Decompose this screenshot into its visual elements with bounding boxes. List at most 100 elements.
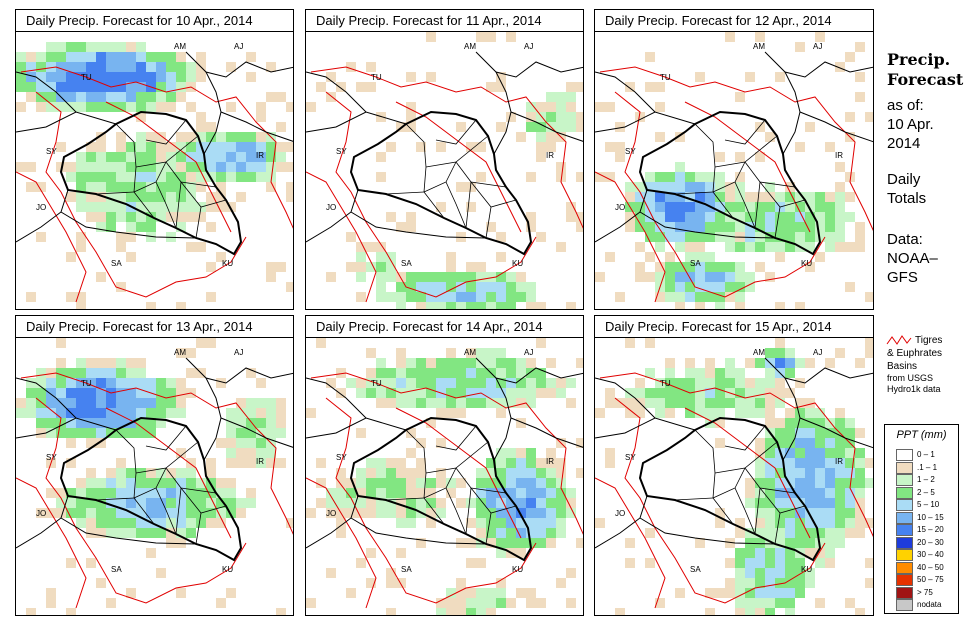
precip-cell (526, 378, 536, 388)
precip-cell (506, 398, 516, 408)
precip-cell (216, 142, 226, 152)
precip-cell (725, 282, 735, 292)
precip-cell (735, 558, 745, 568)
precip-cell (635, 212, 645, 222)
precip-cell (126, 358, 136, 368)
precip-cell (206, 162, 216, 172)
precip-cell (186, 152, 196, 162)
precip-cell (146, 428, 156, 438)
precip-cell (546, 388, 556, 398)
precip-cell (526, 528, 536, 538)
precip-cell (795, 302, 805, 309)
precip-cell (685, 272, 695, 282)
precip-cell (76, 92, 86, 102)
precip-cell (755, 202, 765, 212)
precip-cell (855, 242, 865, 252)
country-label: SA (111, 565, 122, 574)
province-border (734, 181, 756, 229)
precip-cell (506, 378, 516, 388)
precip-cell (36, 92, 46, 102)
precip-cell (685, 358, 695, 368)
precip-cell (835, 528, 845, 538)
precip-cell (146, 182, 156, 192)
precip-cell (855, 468, 865, 478)
precip-cell (625, 192, 635, 202)
precip-cell (516, 378, 526, 388)
ppt-legend-label: 15 – 20 (917, 525, 944, 534)
precip-cell (206, 488, 216, 498)
precip-cell (86, 358, 96, 368)
precip-cell (216, 508, 226, 518)
precip-cell (76, 368, 86, 378)
province-border (724, 425, 766, 451)
precip-cell (306, 102, 316, 112)
precip-cell (276, 398, 286, 408)
precip-cell (26, 608, 36, 615)
precip-cell (755, 448, 765, 458)
precip-cell (825, 142, 835, 152)
precip-cell (26, 182, 36, 192)
precip-cell (376, 282, 386, 292)
country-border (764, 357, 873, 384)
country-border (799, 111, 873, 143)
precip-cell (136, 368, 146, 378)
precip-cell (516, 588, 526, 598)
country-border (306, 189, 359, 243)
precip-cell (775, 252, 785, 262)
precip-cell (755, 528, 765, 538)
precip-cell (536, 498, 546, 508)
precip-cell (186, 528, 196, 538)
precip-cell (496, 538, 506, 548)
precip-cell (16, 52, 26, 62)
precip-cell (116, 408, 126, 418)
precip-cell (825, 358, 835, 368)
precip-cell (206, 508, 216, 518)
precip-cell (775, 222, 785, 232)
precip-cell (236, 152, 246, 162)
precip-cell (456, 408, 466, 418)
precip-cell (765, 192, 775, 202)
precip-cell (116, 52, 126, 62)
precip-cell (456, 272, 466, 282)
precip-cell (745, 192, 755, 202)
precip-cell (416, 272, 426, 282)
iraq-border (59, 110, 243, 256)
precip-cell (785, 608, 795, 615)
precip-cell (156, 62, 166, 72)
iraq-border (59, 416, 243, 562)
precip-cell (46, 428, 56, 438)
country-border (185, 51, 293, 78)
precip-cell (86, 518, 96, 528)
precip-cell (226, 152, 236, 162)
country-label: KU (801, 565, 812, 574)
precip-cell (705, 378, 715, 388)
precip-cell (436, 282, 446, 292)
precip-cell (446, 398, 456, 408)
precip-cell (715, 302, 725, 309)
precip-cell (805, 468, 815, 478)
precip-cell (146, 132, 156, 142)
precip-cell (745, 558, 755, 568)
precip-cell (635, 112, 645, 122)
precip-cell (496, 448, 506, 458)
precip-cell (556, 92, 566, 102)
precip-cell (256, 172, 266, 182)
precip-cell (765, 378, 775, 388)
precip-cell (376, 488, 386, 498)
precip-cell (785, 212, 795, 222)
precip-cell (396, 358, 406, 368)
precip-cell (715, 408, 725, 418)
precip-cell (136, 182, 146, 192)
precip-cell (685, 378, 695, 388)
precip-cell (166, 62, 176, 72)
precip-cell (755, 388, 765, 398)
precip-cell (695, 172, 705, 182)
precip-cell (536, 528, 546, 538)
precip-cell (725, 242, 735, 252)
precip-cell (46, 378, 56, 388)
precip-cell (96, 378, 106, 388)
precip-cell (775, 588, 785, 598)
precip-cell (196, 212, 206, 222)
asof-label: as of: 10 Apr. 2014 (887, 97, 934, 152)
